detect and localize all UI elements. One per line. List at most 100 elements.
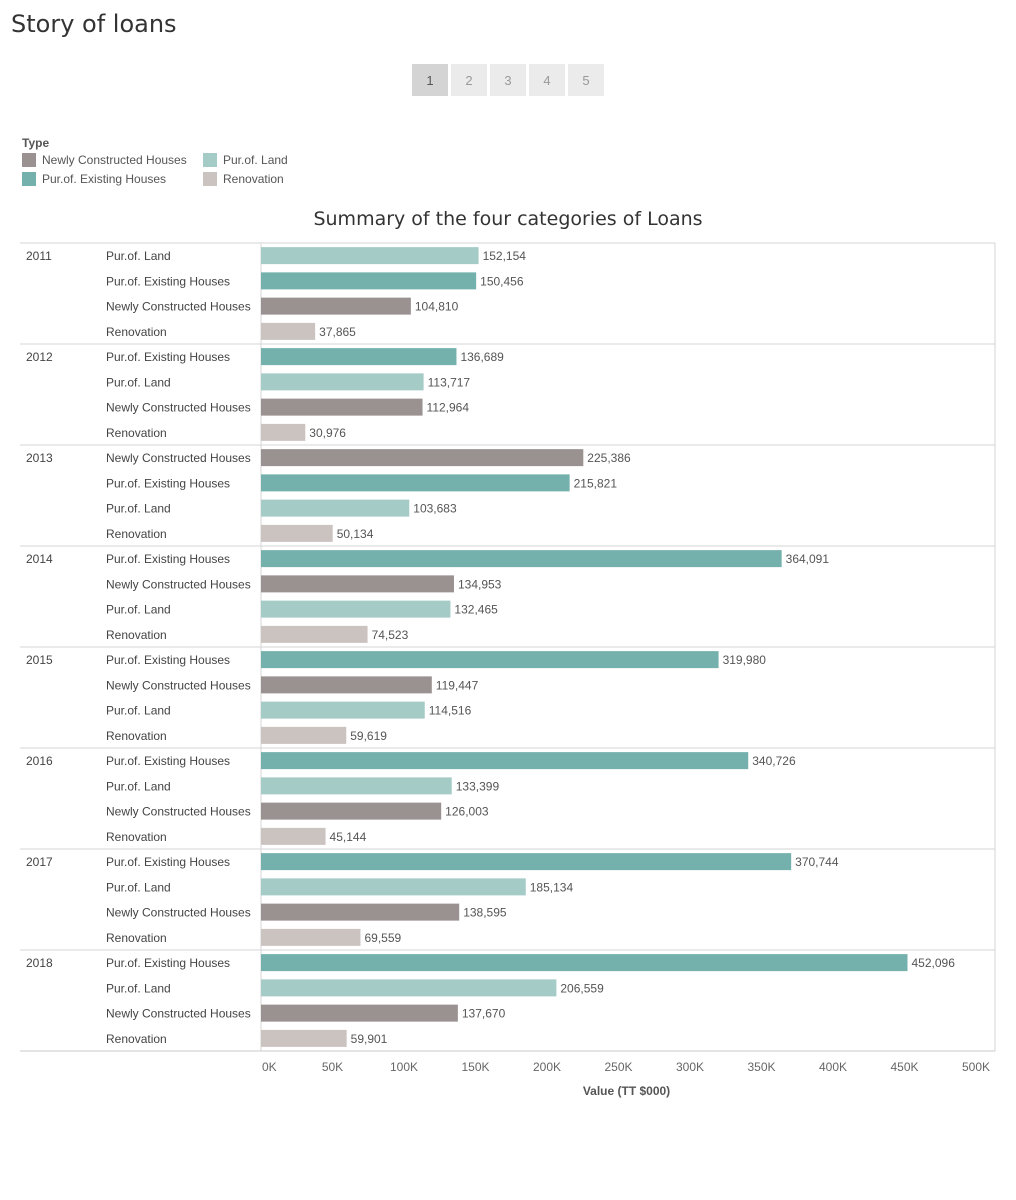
legend-item[interactable]: Renovation (203, 172, 323, 186)
bar[interactable] (261, 878, 526, 896)
bar-value-label: 113,717 (428, 375, 471, 389)
category-label: Renovation (106, 426, 167, 440)
bar[interactable] (261, 474, 570, 492)
category-label: Pur.of. Existing Houses (106, 653, 230, 667)
bar-value-label: 103,683 (413, 502, 457, 516)
legend-swatch (22, 172, 36, 186)
bar[interactable] (261, 550, 782, 568)
bar[interactable] (261, 777, 452, 795)
x-tick-label: 300K (676, 1060, 704, 1074)
legend-label: Pur.of. Land (223, 153, 288, 167)
legend-swatch (203, 153, 217, 167)
story-point-5[interactable]: 5 (568, 64, 604, 96)
category-label: Newly Constructed Houses (106, 401, 251, 415)
bar-value-label: 126,003 (445, 805, 489, 819)
year-label: 2013 (26, 451, 53, 465)
legend-title: Type (22, 136, 50, 150)
bar-value-label: 138,595 (463, 906, 507, 920)
legend-item[interactable]: Pur.of. Existing Houses (22, 172, 203, 186)
category-label: Renovation (106, 729, 167, 743)
bar[interactable] (261, 676, 432, 694)
bar-value-label: 185,134 (530, 880, 574, 894)
bar[interactable] (261, 322, 316, 340)
category-label: Newly Constructed Houses (106, 300, 251, 314)
category-label: Pur.of. Land (106, 880, 171, 894)
bar[interactable] (261, 499, 410, 517)
bar[interactable] (261, 272, 477, 290)
category-label: Pur.of. Existing Houses (106, 552, 230, 566)
bar[interactable] (261, 827, 326, 845)
bar-value-label: 112,964 (427, 401, 470, 415)
bar[interactable] (261, 575, 454, 593)
bar[interactable] (261, 701, 425, 719)
year-label: 2014 (26, 552, 53, 566)
bar[interactable] (261, 449, 584, 467)
bar[interactable] (261, 752, 749, 770)
year-label: 2016 (26, 754, 53, 768)
legend-item[interactable]: Newly Constructed Houses (22, 153, 203, 167)
story-point-4[interactable]: 4 (529, 64, 565, 96)
category-label: Renovation (106, 931, 167, 945)
x-tick-label: 250K (604, 1060, 632, 1074)
bar-value-label: 136,689 (460, 350, 504, 364)
bar[interactable] (261, 297, 411, 315)
bar[interactable] (261, 853, 792, 871)
story-point-2[interactable]: 2 (451, 64, 487, 96)
x-tick-label: 400K (819, 1060, 847, 1074)
legend-item[interactable]: Pur.of. Land (203, 153, 323, 167)
bar-value-label: 364,091 (786, 552, 830, 566)
bar-value-label: 134,953 (458, 577, 502, 591)
bar-value-label: 119,447 (436, 678, 479, 692)
bar-value-label: 137,670 (462, 1007, 506, 1021)
bar[interactable] (261, 524, 333, 542)
category-label: Pur.of. Existing Houses (106, 956, 230, 970)
category-label: Pur.of. Land (106, 375, 171, 389)
bar[interactable] (261, 348, 457, 366)
bar[interactable] (261, 1004, 458, 1022)
x-tick-label: 450K (890, 1060, 918, 1074)
category-label: Renovation (106, 527, 167, 541)
bar-value-label: 133,399 (456, 779, 500, 793)
category-label: Renovation (106, 830, 167, 844)
bar[interactable] (261, 954, 908, 972)
bar-value-label: 206,559 (560, 981, 604, 995)
category-label: Pur.of. Land (106, 249, 171, 263)
bar-value-label: 452,096 (911, 956, 955, 970)
story-point-1[interactable]: 1 (412, 64, 448, 96)
x-tick-label: 150K (461, 1060, 489, 1074)
bar-value-label: 74,523 (372, 628, 409, 642)
bar[interactable] (261, 600, 451, 618)
x-tick-label: 200K (533, 1060, 561, 1074)
category-label: Renovation (106, 628, 167, 642)
bar[interactable] (261, 625, 368, 643)
story-point-3[interactable]: 3 (490, 64, 526, 96)
x-tick-label: 350K (747, 1060, 775, 1074)
bar-value-label: 59,619 (350, 729, 387, 743)
bar[interactable] (261, 247, 479, 265)
category-label: Newly Constructed Houses (106, 805, 251, 819)
bar[interactable] (261, 979, 557, 997)
bar-value-label: 59,901 (351, 1032, 388, 1046)
bar[interactable] (261, 1029, 347, 1047)
story-title: Story of loans (11, 10, 177, 38)
bar-value-label: 37,865 (319, 325, 356, 339)
bar[interactable] (261, 651, 719, 669)
bar-value-label: 69,559 (364, 931, 401, 945)
bar[interactable] (261, 928, 361, 946)
bar[interactable] (261, 726, 347, 744)
bar-value-label: 114,516 (429, 704, 472, 718)
category-label: Newly Constructed Houses (106, 577, 251, 591)
bar[interactable] (261, 802, 442, 820)
bar[interactable] (261, 903, 460, 921)
category-label: Pur.of. Land (106, 779, 171, 793)
year-label: 2011 (26, 249, 52, 263)
legend-items: Newly Constructed Houses Pur.of. Land Pur.… (22, 153, 323, 186)
bar-value-label: 150,456 (480, 274, 524, 288)
bar[interactable] (261, 398, 423, 416)
year-label: 2012 (26, 350, 53, 364)
category-label: Pur.of. Land (106, 502, 171, 516)
bar[interactable] (261, 423, 306, 441)
bar[interactable] (261, 373, 424, 391)
